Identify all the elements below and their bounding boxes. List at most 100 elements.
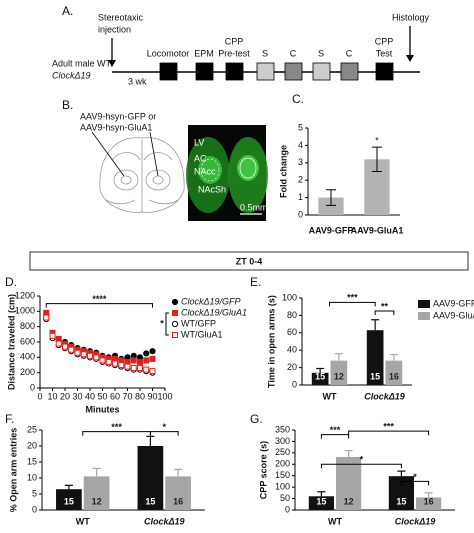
label: CPP xyxy=(225,36,244,46)
significance-bracket xyxy=(400,480,430,486)
marker xyxy=(124,363,131,370)
y-tick-label: 50 xyxy=(280,493,290,503)
legend-label: AAV9-GluA1 xyxy=(433,310,474,320)
panel-label: G. xyxy=(250,412,263,426)
y-tick-label: 100 xyxy=(282,292,297,302)
marker xyxy=(93,354,100,361)
y-tick-label: 200 xyxy=(275,459,290,469)
y-tick-label: 3 xyxy=(298,157,303,167)
label: 3 wk xyxy=(128,76,147,86)
legend-label: AAV9-GFP xyxy=(433,298,474,308)
significance-label: *** xyxy=(347,293,358,303)
x-tick-label: WT xyxy=(76,516,90,526)
x-tick-label: ClockΔ19 xyxy=(395,516,436,526)
significance-bracket xyxy=(348,430,430,436)
marker xyxy=(149,348,156,355)
panel-label: A. xyxy=(62,4,73,18)
error-bar xyxy=(317,491,326,497)
error-bar xyxy=(372,146,382,172)
legend-marker xyxy=(172,310,178,316)
n-label: 15 xyxy=(315,371,325,381)
x-tick-label: 50 xyxy=(97,391,107,401)
marker xyxy=(87,352,93,359)
session-boxes xyxy=(159,62,394,81)
x-axis-label: Minutes xyxy=(85,404,119,414)
label: Test xyxy=(376,48,393,58)
panel-label: C. xyxy=(292,92,304,106)
legend-label: WT/GFP xyxy=(181,318,216,328)
significance-bracket xyxy=(165,312,169,336)
box xyxy=(284,62,303,81)
n-label: 16 xyxy=(389,371,399,381)
y-tick-label: 1 xyxy=(298,192,303,202)
significance-bracket xyxy=(374,310,395,316)
y-tick-label: 25 xyxy=(27,424,37,434)
y-tick-label: 800 xyxy=(20,321,35,331)
scale-label: 0.5mm xyxy=(240,202,268,212)
significance-label: * xyxy=(360,455,364,465)
significance-label: *** xyxy=(330,425,341,435)
bar xyxy=(336,456,362,510)
error-bar xyxy=(316,367,325,373)
y-tick-label: 0 xyxy=(298,209,303,219)
bar xyxy=(366,330,384,385)
box xyxy=(256,62,275,81)
significance-bracket xyxy=(82,431,151,436)
n-label: 15 xyxy=(145,496,155,506)
error-bar xyxy=(92,467,101,477)
y-tick-label: 350 xyxy=(275,424,290,434)
error-bar xyxy=(326,189,336,206)
y-tick-label: 4 xyxy=(298,140,303,150)
zt-box xyxy=(29,251,469,271)
y-tick-label: 20 xyxy=(287,362,297,372)
significance-bracket xyxy=(320,463,402,469)
error-bar xyxy=(389,353,398,361)
significance-bracket xyxy=(45,303,153,308)
n-label: 12 xyxy=(344,496,354,506)
panel-label: F. xyxy=(5,412,14,426)
box xyxy=(340,62,359,81)
n-label: 12 xyxy=(92,496,102,506)
y-tick-label: 100 xyxy=(275,482,290,492)
y-tick-label: 60 xyxy=(287,327,297,337)
bar xyxy=(83,476,110,510)
x-tick-label: 20 xyxy=(60,391,70,401)
y-tick-label: 2 xyxy=(298,175,303,185)
y-tick-label: 1000 xyxy=(15,306,35,316)
region-label: NAcSh xyxy=(198,184,226,194)
significance-bracket xyxy=(320,434,350,439)
y-tick-label: 0 xyxy=(30,382,35,392)
bar xyxy=(416,497,442,510)
marker xyxy=(118,362,125,368)
arrow-head xyxy=(108,60,116,67)
bar xyxy=(311,372,329,385)
box xyxy=(195,62,214,81)
y-tick-label: 0 xyxy=(285,504,290,514)
bar xyxy=(137,446,164,510)
marker xyxy=(130,357,137,364)
x-tick-label: WT xyxy=(328,516,342,526)
n-label: 16 xyxy=(424,496,434,506)
label: ClockΔ19 xyxy=(52,70,91,80)
x-tick-label: AAV9-GFP xyxy=(309,225,354,235)
y-tick-label: 80 xyxy=(287,310,297,320)
box xyxy=(312,62,331,81)
y-tick-label: 400 xyxy=(20,352,35,362)
y-tick-label: 15 xyxy=(27,456,37,466)
label: S xyxy=(262,48,268,58)
error-bar xyxy=(174,468,183,477)
marker xyxy=(143,366,150,373)
bar xyxy=(308,496,334,510)
significance-label: * xyxy=(375,136,379,146)
label: EPM xyxy=(194,48,214,58)
error-bar xyxy=(344,449,353,457)
x-tick-label: 80 xyxy=(135,391,145,401)
error-bar xyxy=(146,435,155,446)
marker xyxy=(143,357,150,364)
marker xyxy=(43,314,50,321)
y-tick-label: 600 xyxy=(20,336,35,346)
significance-label: * xyxy=(162,422,166,432)
marker xyxy=(130,365,137,372)
significance-label: ** xyxy=(381,301,389,311)
